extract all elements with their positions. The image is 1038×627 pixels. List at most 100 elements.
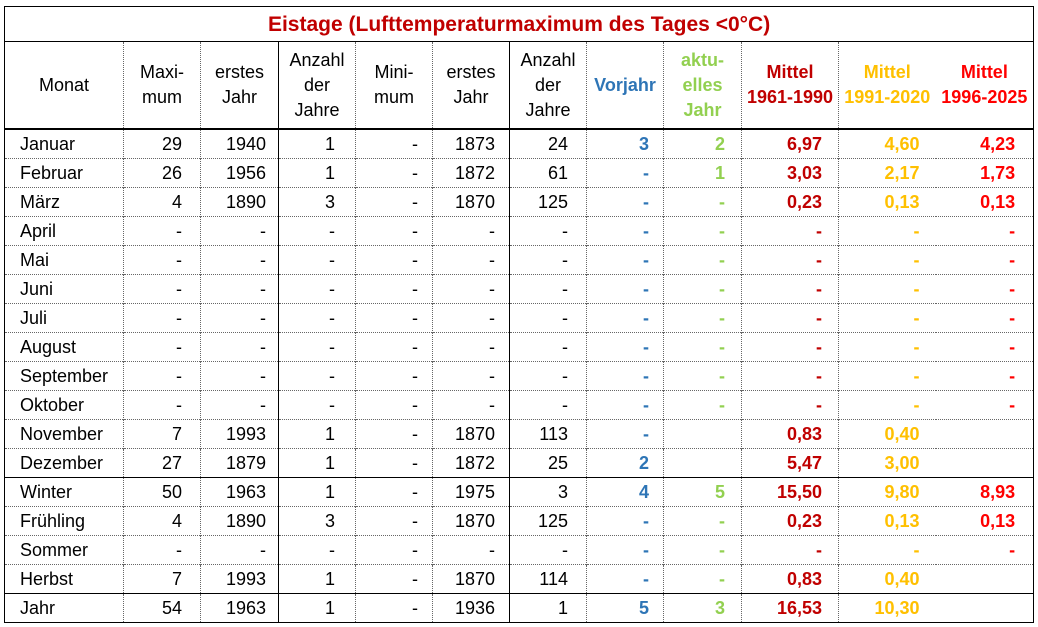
- cell-min-years-count: -: [509, 535, 587, 565]
- cell-mean-1991-2020: -: [838, 361, 936, 391]
- cell-mean-1961-1990: 0,83: [741, 564, 839, 594]
- cell-min-first-year: -: [432, 245, 510, 275]
- cell-mean-1996-2025: 1,73: [935, 158, 1035, 188]
- cell-max-years-count: -: [278, 303, 356, 333]
- cell-current-year: 1: [663, 158, 742, 188]
- cell-max-years-count: 1: [278, 564, 356, 594]
- header-mean-1991-2020: Mittel 1991-2020: [838, 41, 936, 130]
- cell-previous-year: -: [586, 564, 664, 594]
- cell-min-years-count: -: [509, 332, 587, 362]
- cell-mean-1991-2020: 2,17: [838, 158, 936, 188]
- cell-mean-1996-2025: -: [935, 245, 1035, 275]
- table-row: September - - - - - - - - - - -: [4, 361, 1035, 391]
- cell-max-years-count: -: [278, 216, 356, 246]
- cell-previous-year: -: [586, 332, 664, 362]
- table-row: Mai - - - - - - - - - - -: [4, 245, 1035, 275]
- cell-maximum: -: [123, 535, 201, 565]
- cell-maximum: -: [123, 332, 201, 362]
- cell-maximum: -: [123, 274, 201, 304]
- header-row: Monat Maxi- mum erstes Jahr Anzahl der Jahr…: [4, 41, 1035, 130]
- cell-minimum: -: [355, 477, 433, 507]
- cell-max-years-count: 1: [278, 419, 356, 449]
- cell-minimum: -: [355, 564, 433, 594]
- header-max-years-count: Anzahl der Jahre: [278, 41, 356, 130]
- cell-min-years-count: 61: [509, 158, 587, 188]
- cell-maximum: 29: [123, 128, 201, 159]
- cell-max-first-year: -: [200, 332, 279, 362]
- cell-max-years-count: -: [278, 535, 356, 565]
- table-row: Januar 29 1940 1-1873 24 3 2 6,97 4,60 4,23: [4, 128, 1035, 159]
- header-month: Monat: [4, 41, 124, 130]
- cell-max-first-year: 1879: [200, 448, 279, 478]
- cell-max-years-count: 3: [278, 187, 356, 217]
- cell-minimum: -: [355, 390, 433, 420]
- cell-mean-1961-1990: 6,97: [741, 128, 839, 159]
- cell-max-first-year: -: [200, 274, 279, 304]
- cell-month: Dezember: [4, 448, 124, 478]
- cell-min-years-count: -: [509, 245, 587, 275]
- cell-month: Juni: [4, 274, 124, 304]
- cell-mean-1991-2020: 0,40: [838, 564, 936, 594]
- eistage-table: Eistage (Lufttemperaturmaximum des Tages…: [3, 6, 1035, 623]
- cell-min-first-year: 1873: [432, 128, 510, 159]
- cell-max-years-count: 3: [278, 506, 356, 536]
- header-min-first-year: erstes Jahr: [432, 41, 510, 130]
- cell-mean-1996-2025: 8,93: [935, 477, 1035, 507]
- cell-mean-1996-2025: [935, 419, 1035, 449]
- cell-minimum: -: [355, 361, 433, 391]
- cell-maximum: -: [123, 245, 201, 275]
- cell-minimum: -: [355, 332, 433, 362]
- cell-mean-1961-1990: 0,23: [741, 506, 839, 536]
- cell-maximum: 4: [123, 506, 201, 536]
- cell-min-years-count: -: [509, 303, 587, 333]
- cell-mean-1991-2020: 9,80: [838, 477, 936, 507]
- cell-mean-1991-2020: 4,60: [838, 128, 936, 159]
- cell-previous-year: -: [586, 419, 664, 449]
- cell-month: Mai: [4, 245, 124, 275]
- cell-min-first-year: 1870: [432, 419, 510, 449]
- cell-min-years-count: 113: [509, 419, 587, 449]
- cell-mean-1961-1990: -: [741, 535, 839, 565]
- cell-month: Januar: [4, 128, 124, 159]
- table-row: Juli - - - - - - - - - - -: [4, 303, 1035, 333]
- header-maximum: Maxi- mum: [123, 41, 201, 130]
- cell-mean-1961-1990: 0,23: [741, 187, 839, 217]
- cell-previous-year: 5: [586, 593, 664, 623]
- header-current-year: aktu- elles Jahr: [663, 41, 742, 130]
- cell-month: Oktober: [4, 390, 124, 420]
- cell-month: Februar: [4, 158, 124, 188]
- cell-mean-1996-2025: 0,13: [935, 187, 1035, 217]
- cell-minimum: -: [355, 187, 433, 217]
- cell-min-first-year: 1870: [432, 506, 510, 536]
- cell-min-first-year: 1936: [432, 593, 510, 623]
- table-row: April - - - - - - - - - - -: [4, 216, 1035, 246]
- cell-mean-1991-2020: 10,30: [838, 593, 936, 623]
- cell-minimum: -: [355, 128, 433, 159]
- cell-mean-1996-2025: -: [935, 390, 1035, 420]
- cell-max-years-count: 1: [278, 593, 356, 623]
- cell-mean-1991-2020: -: [838, 274, 936, 304]
- cell-min-years-count: -: [509, 216, 587, 246]
- cell-max-first-year: 1940: [200, 128, 279, 159]
- cell-min-first-year: -: [432, 361, 510, 391]
- cell-minimum: -: [355, 448, 433, 478]
- cell-min-first-year: -: [432, 274, 510, 304]
- cell-previous-year: -: [586, 361, 664, 391]
- cell-max-years-count: -: [278, 390, 356, 420]
- cell-mean-1961-1990: 3,03: [741, 158, 839, 188]
- cell-minimum: -: [355, 158, 433, 188]
- cell-min-years-count: 3: [509, 477, 587, 507]
- cell-current-year: -: [663, 216, 742, 246]
- cell-min-years-count: 25: [509, 448, 587, 478]
- cell-minimum: -: [355, 535, 433, 565]
- cell-mean-1991-2020: -: [838, 535, 936, 565]
- cell-mean-1996-2025: 4,23: [935, 128, 1035, 159]
- table-row: Frühling 4 1890 3-1870 125- -0,23 0,13 0,13: [4, 506, 1035, 536]
- cell-mean-1996-2025: -: [935, 332, 1035, 362]
- cell-minimum: -: [355, 216, 433, 246]
- cell-current-year: -: [663, 274, 742, 304]
- cell-min-first-year: -: [432, 390, 510, 420]
- cell-current-year: -: [663, 564, 742, 594]
- cell-current-year: 3: [663, 593, 742, 623]
- table-row: Herbst 7 1993 1-1870 114- -0,83 0,40: [4, 564, 1035, 594]
